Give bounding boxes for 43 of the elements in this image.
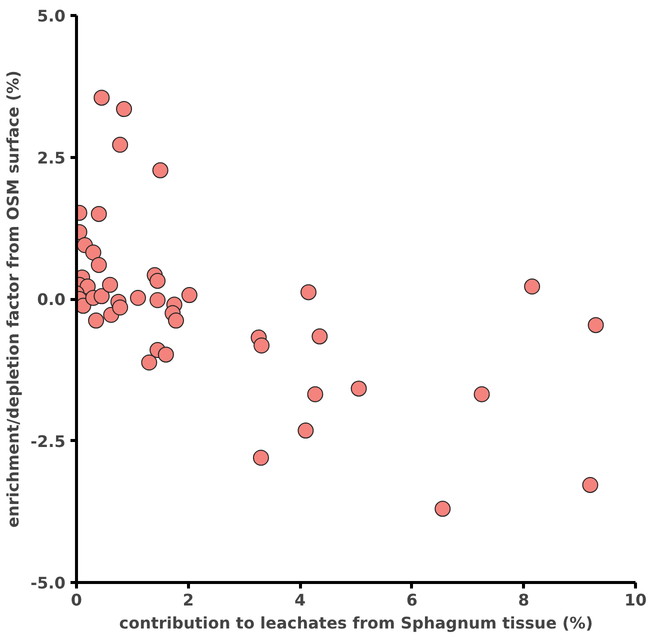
point <box>252 450 269 466</box>
point <box>300 284 316 300</box>
point <box>85 244 102 260</box>
x-tick-label: 2 <box>182 590 194 610</box>
point <box>524 278 540 295</box>
point <box>474 386 490 402</box>
point <box>116 101 132 118</box>
point <box>94 90 110 106</box>
point <box>152 162 168 178</box>
point <box>298 422 314 439</box>
point <box>350 380 367 397</box>
x-axis-title: contribution to leachates from Sphagnum tissue (%) <box>119 614 593 632</box>
y-tick-label: -2.5 <box>30 432 66 451</box>
point <box>90 206 107 222</box>
point <box>150 272 166 289</box>
point <box>88 312 104 329</box>
point <box>90 256 107 273</box>
x-tick-label: 10 <box>624 590 647 610</box>
x-tick-label: 8 <box>518 590 530 610</box>
point <box>312 328 328 344</box>
point <box>181 287 198 304</box>
point <box>150 292 166 308</box>
y-tick-label: 0.0 <box>37 290 66 309</box>
x-tick-label: 0 <box>70 590 82 610</box>
x-tick-label: 6 <box>406 590 418 610</box>
point <box>130 290 146 306</box>
y-tick-label: 5.0 <box>37 6 66 26</box>
y-axis-title: enrichment/depletion factor from OSM surface (%) <box>4 70 23 528</box>
point <box>141 354 158 370</box>
point <box>94 288 110 304</box>
point <box>582 476 598 493</box>
point <box>168 312 184 329</box>
x-tick-label: 4 <box>294 590 306 610</box>
point <box>254 338 270 354</box>
point <box>102 276 118 293</box>
point <box>112 136 128 153</box>
point <box>112 300 128 316</box>
y-tick-label: 2.5 <box>37 148 66 168</box>
point <box>158 346 174 363</box>
point <box>307 386 324 402</box>
point <box>434 500 451 517</box>
y-tick-label: -5.0 <box>30 574 66 592</box>
point <box>588 317 604 334</box>
